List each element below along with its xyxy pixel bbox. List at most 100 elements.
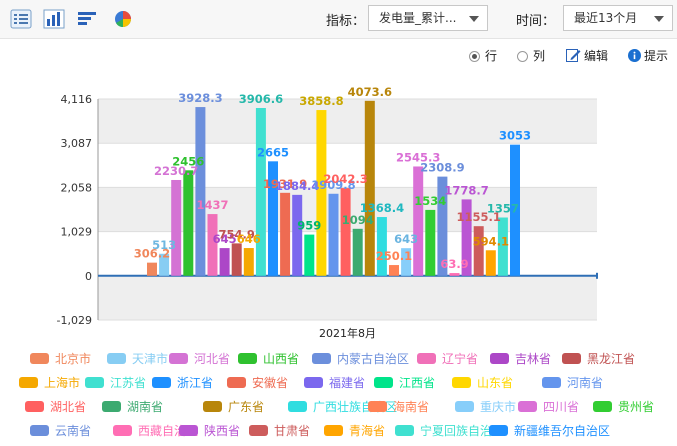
bar-甘肃省 bbox=[473, 226, 484, 276]
legend-label: 宁夏回族自治区 bbox=[420, 424, 505, 438]
bar-chart-icon[interactable] bbox=[43, 8, 65, 30]
bar-青海省 bbox=[485, 250, 496, 276]
legend-swatch bbox=[30, 425, 49, 436]
legend-item-上海市[interactable]: 上海市 bbox=[19, 374, 80, 391]
legend-item-贵州省[interactable]: 贵州省 bbox=[593, 398, 654, 415]
y-tick-label: 1,029 bbox=[61, 226, 93, 239]
data-label: 306.2 bbox=[134, 247, 170, 261]
legend-item-福建省[interactable]: 福建省 bbox=[304, 374, 365, 391]
legend-swatch bbox=[19, 377, 38, 388]
legend-item-吉林省[interactable]: 吉林省 bbox=[490, 350, 551, 367]
bar-辽宁省 bbox=[207, 214, 218, 276]
legend-item-天津市[interactable]: 天津市 bbox=[107, 350, 168, 367]
legend-swatch bbox=[227, 377, 246, 388]
legend-label: 辽宁省 bbox=[442, 352, 479, 366]
legend-label: 广东省 bbox=[228, 400, 265, 414]
legend-swatch bbox=[324, 425, 343, 436]
legend-item-新疆维吾尔自治区[interactable]: 新疆维吾尔自治区 bbox=[489, 422, 610, 439]
legend-label: 吉林省 bbox=[515, 352, 552, 366]
data-label: 1884.4 bbox=[275, 179, 319, 193]
legend-item-青海省[interactable]: 青海省 bbox=[324, 422, 385, 439]
data-label: 3858.8 bbox=[299, 94, 343, 108]
bar-黑龙江省 bbox=[231, 243, 242, 276]
bar-湖北省 bbox=[340, 188, 351, 276]
legend-label: 新疆维吾尔自治区 bbox=[514, 424, 611, 438]
legend-item-云南省[interactable]: 云南省 bbox=[30, 422, 91, 439]
legend-item-山西省[interactable]: 山西省 bbox=[238, 350, 299, 367]
legend-swatch bbox=[107, 353, 126, 364]
data-label: 1909.8 bbox=[311, 178, 355, 192]
legend-swatch bbox=[288, 401, 307, 412]
legend-item-海南省[interactable]: 海南省 bbox=[368, 398, 429, 415]
legend-item-广东省[interactable]: 广东省 bbox=[203, 398, 264, 415]
bar-云南省 bbox=[437, 176, 448, 276]
edit-button[interactable]: 编辑 bbox=[566, 47, 608, 64]
legend-swatch bbox=[249, 425, 268, 436]
legend-item-宁夏回族自治区[interactable]: 宁夏回族自治区 bbox=[395, 422, 504, 439]
legend-swatch bbox=[25, 401, 44, 412]
list-view-icon[interactable] bbox=[10, 8, 32, 30]
legend-label: 河南省 bbox=[567, 376, 604, 390]
bar-贵州省 bbox=[425, 209, 436, 276]
chevron-down-icon bbox=[469, 16, 479, 22]
legend-item-山东省[interactable]: 山东省 bbox=[452, 374, 513, 391]
data-label: 63.9 bbox=[440, 257, 468, 271]
legend-item-陕西省[interactable]: 陕西省 bbox=[179, 422, 240, 439]
legend-swatch bbox=[169, 353, 188, 364]
legend-item-安徽省[interactable]: 安徽省 bbox=[227, 374, 288, 391]
legend-item-江苏省[interactable]: 江苏省 bbox=[85, 374, 146, 391]
hint-button[interactable]: 提示 bbox=[628, 47, 668, 64]
legend-label: 四川省 bbox=[543, 400, 580, 414]
legend-label: 海南省 bbox=[393, 400, 430, 414]
data-label: 2042.3 bbox=[323, 172, 367, 186]
y-tick-label: 3,087 bbox=[61, 137, 93, 150]
bar-江苏省 bbox=[255, 107, 266, 276]
bar-安徽省 bbox=[280, 192, 291, 276]
legend-item-内蒙古自治区[interactable]: 内蒙古自治区 bbox=[312, 350, 409, 367]
y-tick-label: 4,116 bbox=[61, 93, 93, 106]
data-label: 3928.3 bbox=[178, 91, 222, 105]
legend-item-浙江省[interactable]: 浙江省 bbox=[152, 374, 213, 391]
data-label: 1357 bbox=[487, 202, 519, 216]
row-radio[interactable]: 行 bbox=[469, 47, 497, 64]
bar-新疆维吾尔自治区 bbox=[510, 144, 520, 276]
legend-swatch bbox=[542, 377, 561, 388]
horizontal-bar-icon[interactable] bbox=[76, 8, 98, 30]
indicator-select[interactable]: 发电量_累计... bbox=[368, 5, 488, 31]
legend-swatch bbox=[395, 425, 414, 436]
data-label: 4073.6 bbox=[348, 85, 392, 99]
legend-item-江西省[interactable]: 江西省 bbox=[374, 374, 435, 391]
legend-swatch bbox=[179, 425, 198, 436]
legend-item-黑龙江省[interactable]: 黑龙江省 bbox=[562, 350, 635, 367]
legend-label: 天津市 bbox=[132, 352, 169, 366]
legend-item-甘肃省[interactable]: 甘肃省 bbox=[249, 422, 310, 439]
legend-item-湖北省[interactable]: 湖北省 bbox=[25, 398, 86, 415]
bar-内蒙古自治区 bbox=[195, 107, 206, 276]
legend-item-辽宁省[interactable]: 辽宁省 bbox=[417, 350, 478, 367]
time-select[interactable]: 最近13个月 bbox=[563, 5, 673, 31]
col-radio[interactable]: 列 bbox=[517, 47, 545, 64]
time-label: 时间： bbox=[516, 14, 556, 29]
legend-swatch bbox=[489, 425, 508, 436]
bar-广西壮族自治区 bbox=[376, 217, 387, 276]
legend-item-河北省[interactable]: 河北省 bbox=[169, 350, 230, 367]
legend-item-湖南省[interactable]: 湖南省 bbox=[102, 398, 163, 415]
info-icon bbox=[628, 49, 641, 62]
bar-重庆市 bbox=[401, 248, 412, 276]
legend-item-北京市[interactable]: 北京市 bbox=[30, 350, 91, 367]
legend-item-四川省[interactable]: 四川省 bbox=[518, 398, 579, 415]
legend-label: 湖南省 bbox=[127, 400, 164, 414]
legend-item-河南省[interactable]: 河南省 bbox=[542, 374, 603, 391]
bar-河南省 bbox=[328, 193, 339, 276]
bar-宁夏回族自治区 bbox=[497, 217, 508, 276]
data-label: 594.1 bbox=[473, 234, 509, 248]
bar-河北省 bbox=[171, 179, 182, 276]
legend-label: 山东省 bbox=[477, 376, 514, 390]
legend-swatch bbox=[30, 353, 49, 364]
legend-item-重庆市[interactable]: 重庆市 bbox=[455, 398, 516, 415]
bar-上海市 bbox=[243, 248, 254, 276]
bar-山西省 bbox=[183, 170, 194, 276]
data-label: 643 bbox=[394, 232, 418, 246]
legend-swatch bbox=[417, 353, 436, 364]
pie-chart-icon[interactable] bbox=[112, 8, 134, 30]
